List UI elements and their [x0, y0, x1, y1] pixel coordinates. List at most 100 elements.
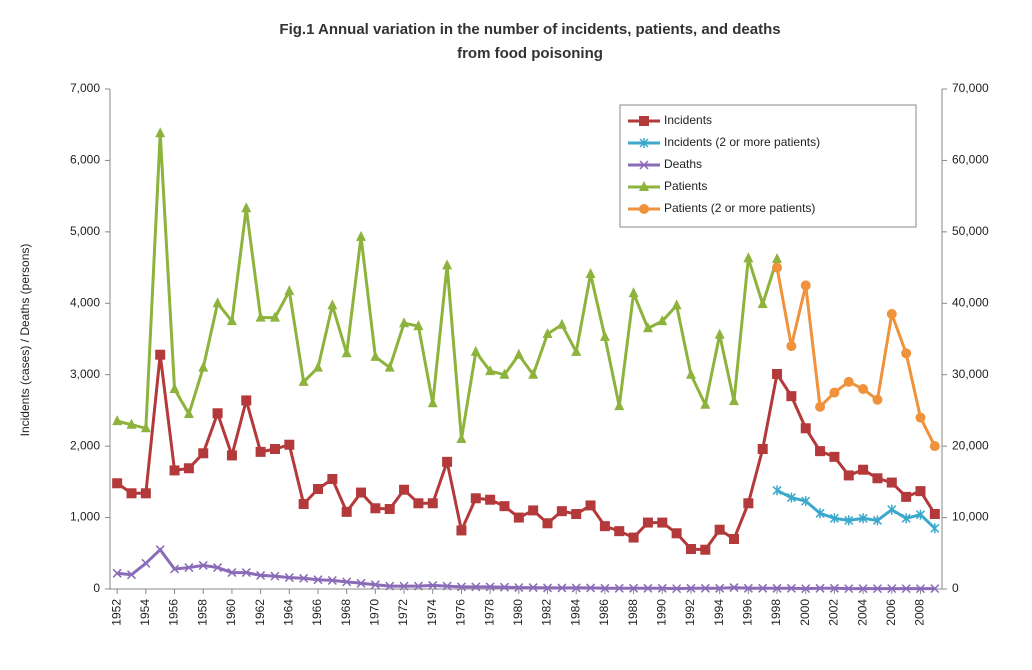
legend-marker — [639, 116, 649, 126]
series-line — [117, 547, 935, 591]
marker — [599, 330, 610, 341]
legend-marker — [639, 204, 649, 214]
marker — [183, 408, 194, 418]
marker — [384, 504, 395, 514]
marker — [183, 463, 194, 474]
marker — [801, 496, 811, 507]
marker — [600, 583, 610, 593]
marker — [213, 563, 223, 573]
marker — [270, 571, 280, 581]
marker — [542, 518, 553, 529]
marker — [370, 350, 381, 361]
marker — [901, 513, 911, 524]
marker — [528, 368, 539, 379]
marker — [456, 582, 466, 592]
marker — [126, 570, 137, 580]
marker — [887, 504, 897, 515]
marker — [284, 573, 294, 583]
marker — [599, 521, 610, 532]
marker — [212, 408, 223, 419]
marker — [212, 297, 223, 308]
marker — [757, 298, 768, 308]
marker — [413, 581, 423, 591]
marker — [858, 513, 868, 524]
marker — [872, 473, 883, 484]
marker — [858, 584, 868, 594]
marker — [872, 394, 883, 405]
y-tick-label: 3,000 — [70, 367, 100, 381]
marker — [284, 439, 295, 450]
marker — [815, 508, 825, 519]
marker — [571, 509, 582, 519]
legend-box — [619, 104, 917, 228]
marker — [513, 348, 524, 359]
x-tick-label: 2008 — [913, 599, 927, 626]
marker — [686, 583, 696, 593]
marker — [170, 564, 180, 574]
y-tick-label: 7,000 — [70, 81, 100, 95]
legend-label: Patients — [664, 179, 707, 193]
marker — [485, 494, 496, 505]
marker — [657, 583, 667, 593]
x-tick-label: 1976 — [454, 599, 468, 626]
marker — [843, 376, 854, 387]
x-tick-label: 1972 — [396, 599, 410, 626]
x-tick-label: 1984 — [568, 599, 582, 626]
marker — [499, 368, 510, 379]
x-tick-label: 1954 — [138, 599, 152, 626]
x-tick-label: 1958 — [195, 599, 209, 626]
marker — [585, 268, 596, 278]
marker — [901, 584, 911, 594]
marker — [269, 311, 280, 322]
marker — [255, 446, 266, 457]
marker — [757, 444, 768, 454]
marker — [729, 395, 739, 406]
marker — [485, 582, 495, 592]
marker — [800, 423, 811, 434]
marker — [356, 578, 366, 588]
marker — [514, 583, 524, 593]
legend-label: Incidents (2 or more patients) — [664, 135, 820, 149]
marker — [886, 477, 897, 488]
marker — [772, 583, 782, 593]
marker — [112, 568, 122, 578]
marker — [700, 583, 710, 593]
y2-tick-label: 0 — [952, 581, 959, 595]
marker — [370, 580, 380, 590]
legend-label: Incidents — [664, 113, 712, 127]
marker — [427, 498, 438, 509]
marker — [442, 581, 452, 591]
marker — [571, 345, 582, 356]
x-tick-label: 1996 — [741, 599, 755, 626]
series-line — [775, 267, 937, 447]
marker — [313, 575, 323, 585]
marker — [915, 412, 926, 423]
marker — [198, 448, 209, 459]
marker — [298, 375, 309, 386]
y2-tick-label: 50,000 — [952, 224, 989, 238]
x-tick-label: 1956 — [167, 599, 181, 626]
marker — [571, 583, 581, 593]
marker — [929, 441, 940, 452]
marker — [542, 328, 553, 338]
x-tick-label: 2000 — [798, 599, 812, 626]
marker — [629, 583, 639, 593]
marker — [887, 584, 897, 594]
x-tick-label: 1980 — [511, 599, 525, 626]
marker — [829, 451, 840, 462]
chart-title: from food poisoning — [457, 45, 603, 62]
marker — [442, 259, 453, 270]
marker — [428, 580, 438, 590]
marker — [844, 584, 854, 594]
marker — [700, 398, 711, 409]
marker — [815, 446, 826, 457]
marker — [786, 341, 797, 352]
x-tick-label: 1974 — [425, 599, 439, 626]
marker — [901, 491, 912, 502]
y2-tick-label: 30,000 — [952, 367, 989, 381]
marker — [313, 361, 323, 372]
marker — [241, 202, 252, 213]
marker — [327, 474, 338, 484]
marker — [413, 498, 424, 509]
marker — [341, 347, 352, 358]
